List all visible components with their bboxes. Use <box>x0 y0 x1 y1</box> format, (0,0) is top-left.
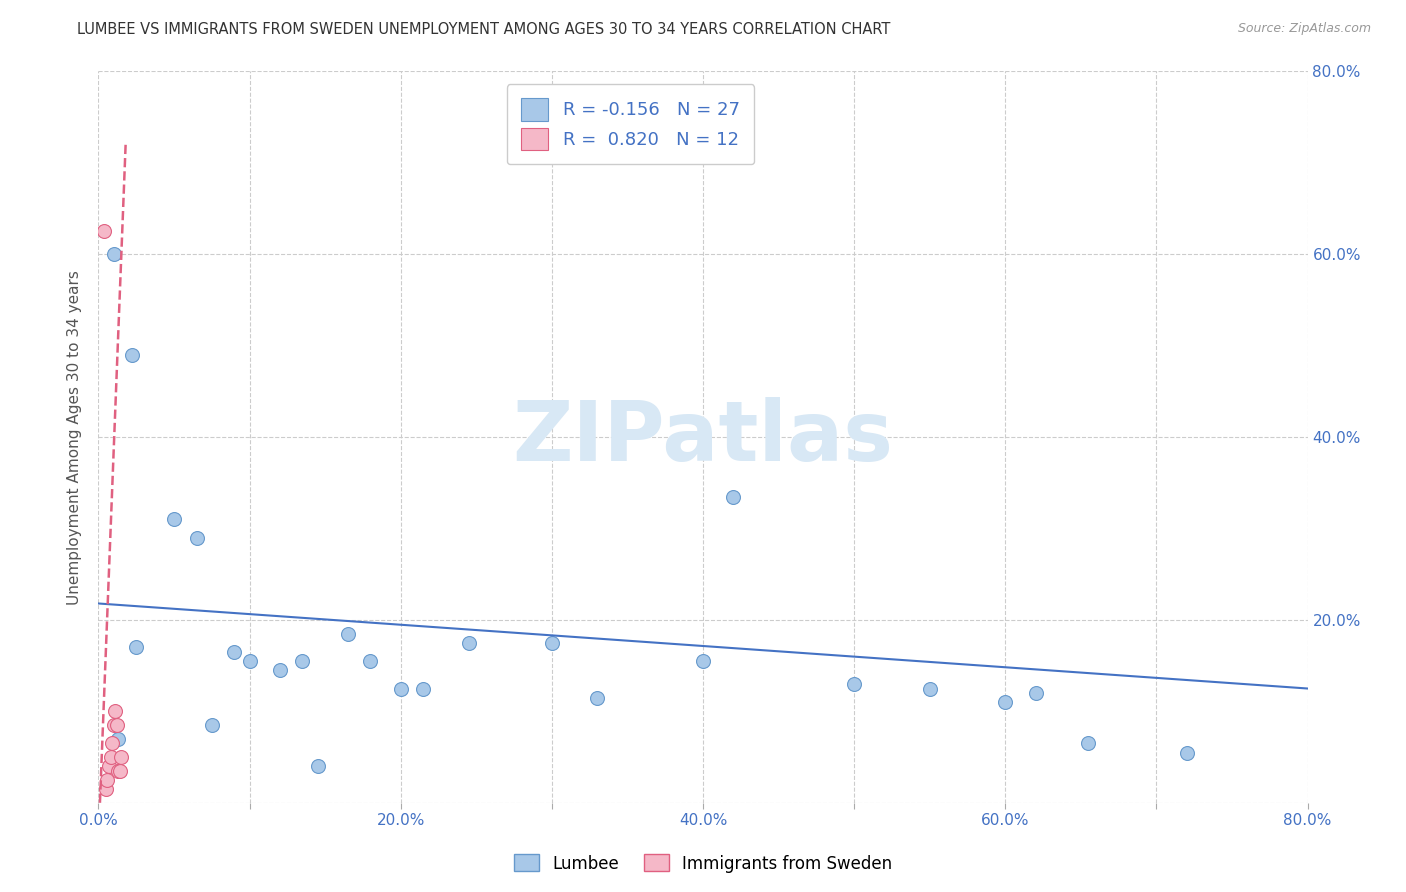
Lumbee <box>125 640 148 655</box>
Immigrants from Sweden <box>98 759 121 773</box>
Immigrants from Sweden <box>96 772 118 787</box>
Lumbee <box>163 512 186 526</box>
Lumbee <box>1175 746 1198 760</box>
Legend: Lumbee, Immigrants from Sweden: Lumbee, Immigrants from Sweden <box>508 847 898 880</box>
Lumbee <box>844 677 866 691</box>
Lumbee <box>918 681 941 696</box>
Immigrants from Sweden <box>100 750 122 764</box>
Lumbee <box>186 531 208 545</box>
Lumbee <box>1024 686 1046 700</box>
Immigrants from Sweden <box>103 718 125 732</box>
Lumbee <box>336 626 359 640</box>
Text: Source: ZipAtlas.com: Source: ZipAtlas.com <box>1237 22 1371 36</box>
Text: ZIPatlas: ZIPatlas <box>513 397 893 477</box>
Immigrants from Sweden <box>104 705 127 719</box>
Lumbee <box>692 654 714 668</box>
Immigrants from Sweden <box>107 764 129 778</box>
Lumbee <box>994 695 1017 709</box>
Lumbee <box>1077 736 1099 750</box>
Lumbee <box>412 681 434 696</box>
Lumbee <box>291 654 314 668</box>
Lumbee <box>389 681 412 696</box>
Lumbee <box>201 718 224 732</box>
Lumbee <box>457 636 479 650</box>
Lumbee <box>540 636 562 650</box>
Lumbee <box>586 690 609 705</box>
Immigrants from Sweden <box>110 750 132 764</box>
Lumbee <box>121 348 143 362</box>
Immigrants from Sweden <box>105 718 128 732</box>
Lumbee <box>269 663 291 677</box>
Lumbee <box>239 654 262 668</box>
Y-axis label: Unemployment Among Ages 30 to 34 years: Unemployment Among Ages 30 to 34 years <box>67 269 83 605</box>
Immigrants from Sweden <box>94 782 117 797</box>
Lumbee <box>224 645 246 659</box>
Lumbee <box>103 247 125 261</box>
Lumbee <box>723 490 745 504</box>
Immigrants from Sweden <box>101 736 124 750</box>
Text: LUMBEE VS IMMIGRANTS FROM SWEDEN UNEMPLOYMENT AMONG AGES 30 TO 34 YEARS CORRELAT: LUMBEE VS IMMIGRANTS FROM SWEDEN UNEMPLO… <box>77 22 891 37</box>
Legend: R = -0.156   N = 27, R =  0.820   N = 12: R = -0.156 N = 27, R = 0.820 N = 12 <box>506 84 754 164</box>
Immigrants from Sweden <box>93 224 115 238</box>
Lumbee <box>360 654 382 668</box>
Immigrants from Sweden <box>108 764 131 778</box>
Lumbee <box>307 759 329 773</box>
Lumbee <box>107 731 129 746</box>
